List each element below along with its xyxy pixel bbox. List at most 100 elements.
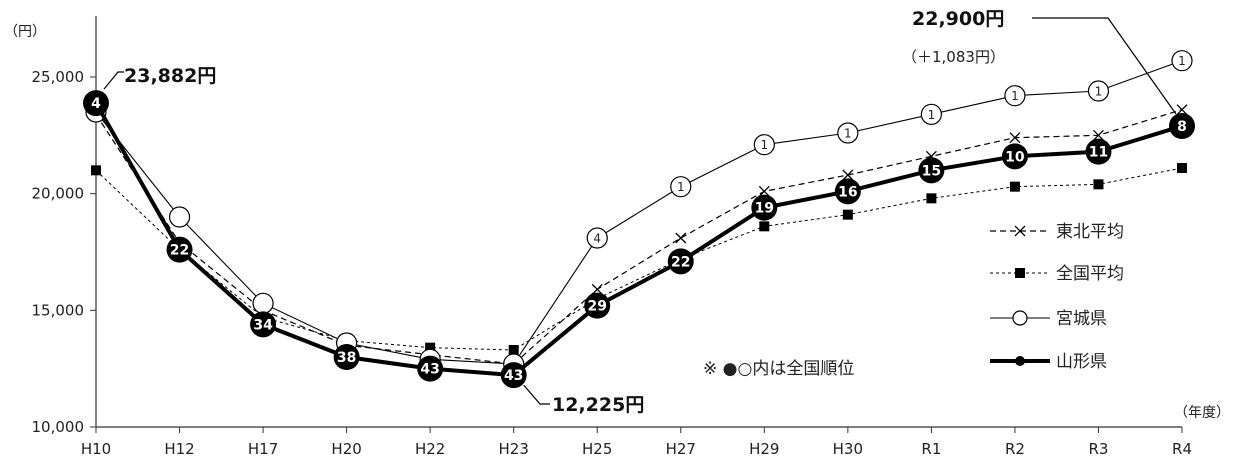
rank-label: 11 (1089, 145, 1108, 161)
legend-item: 全国平均 (990, 264, 1124, 284)
legend-item: 宮城県 (990, 309, 1107, 329)
data-point-open-circle (670, 176, 692, 198)
data-point-x (842, 169, 854, 181)
x-tick-label: H27 (666, 440, 696, 458)
x-tick-label: R3 (1088, 440, 1108, 458)
data-point-open-circle (252, 292, 274, 314)
series-line (95, 60, 1183, 365)
legend-label: 全国平均 (1056, 264, 1124, 284)
x-tick-label: H17 (248, 440, 278, 458)
y-tick-label: 25,000 (32, 68, 85, 86)
data-point-filled-circle (83, 90, 109, 117)
data-point-square (759, 221, 770, 232)
data-point-open-circle (753, 134, 775, 156)
data-point-open-circle (837, 122, 859, 144)
rank-label: 1 (1095, 85, 1103, 99)
data-point-square (508, 345, 519, 355)
y-tick-label: 10,000 (32, 418, 85, 436)
y-tick-label: 20,000 (32, 185, 85, 203)
rank-label: 16 (838, 184, 857, 200)
x-tick-label: H10 (81, 440, 111, 458)
rank-label: 8 (1177, 119, 1187, 135)
data-point-filled-circle (500, 362, 527, 389)
series-line (95, 167, 1183, 351)
rank-label: 38 (337, 350, 356, 366)
data-point-filled-circle (918, 157, 945, 184)
rank-label: 4 (593, 232, 601, 246)
data-point-filled-circle (834, 178, 861, 205)
legend-filled-circle-marker (1015, 356, 1025, 366)
rank-label: 1 (844, 127, 852, 141)
data-point-filled-circle (1169, 113, 1195, 139)
x-ticks: H10 H12 H17 H20 H22 H23 H25 H27 H29 H30 R1 R2 R3 R4 (81, 427, 1192, 458)
rank-label: 22 (170, 243, 189, 259)
data-point-filled-circle (667, 248, 694, 275)
x-tick-label: H29 (749, 440, 779, 458)
data-point-open-circle (1087, 80, 1110, 102)
legend-square-marker (1015, 268, 1025, 278)
data-point-square (1177, 163, 1187, 173)
data-point-open-circle (920, 103, 942, 125)
data-point-x (1093, 129, 1104, 141)
series-line (95, 109, 1183, 365)
data-point-filled-circle (1001, 143, 1028, 170)
rank-label: 43 (504, 368, 523, 384)
data-point-filled-circle (250, 311, 277, 338)
legend-label: 山形県 (1056, 352, 1107, 372)
data-point-filled-circle (333, 344, 360, 370)
x-tick-label: R4 (1172, 440, 1192, 458)
x-tick-label: H12 (164, 440, 194, 458)
start-leader-line (103, 71, 124, 90)
legend-x-marker (1014, 225, 1026, 237)
data-point-square (1093, 179, 1104, 190)
axes (95, 16, 1182, 428)
legend-item: 東北平均 (990, 222, 1124, 242)
end-diff-annotation: （＋1,083円） (902, 48, 1005, 66)
data-point-square (1009, 181, 1020, 192)
legend-open-circle-marker (1012, 310, 1028, 326)
rank-label: 4 (91, 96, 101, 112)
rank-label: 1 (928, 108, 936, 122)
min-leader-line (523, 384, 550, 405)
data-point-open-circle (586, 227, 608, 249)
x-tick-label: R2 (1005, 440, 1025, 458)
rank-label: 19 (755, 201, 774, 217)
y-tick-label: 15,000 (32, 301, 85, 319)
start-value-annotation: 23,882円 (124, 65, 216, 87)
x-tick-label: H22 (415, 440, 445, 458)
data-point-filled-circle (751, 194, 778, 221)
x-tick-label: H25 (582, 440, 612, 458)
rank-label: 15 (922, 163, 941, 179)
legend-label: 宮城県 (1056, 309, 1107, 329)
data-point-x (675, 232, 687, 244)
data-point-open-circle (168, 206, 191, 228)
data-point-x (1009, 132, 1021, 144)
rank-label: 43 (420, 362, 439, 378)
min-value-annotation: 12,225円 (552, 394, 644, 416)
data-point-x (1176, 104, 1188, 116)
rank-label: 29 (587, 299, 606, 315)
legend-item: 山形県 (990, 352, 1107, 372)
data-point-square (425, 342, 436, 353)
data-point-x (591, 283, 603, 295)
x-tick-label: H20 (331, 440, 361, 458)
data-point-open-circle (1171, 50, 1193, 72)
rank-label: 34 (253, 317, 273, 333)
series-line (94, 102, 1183, 378)
y-unit-label: （円） (4, 24, 46, 40)
rank-note: ※ ●○内は全国順位 (703, 359, 854, 379)
data-point-x (758, 185, 770, 197)
x-tick-label: R1 (921, 440, 941, 458)
rank-label: 10 (1005, 149, 1025, 165)
data-point-filled-circle (584, 292, 611, 319)
rank-label: 1 (1011, 89, 1019, 103)
rank-label: 1 (677, 180, 685, 194)
legend-label: 東北平均 (1056, 222, 1124, 242)
x-tick-label: H23 (499, 440, 529, 458)
data-point-open-circle (1004, 85, 1026, 107)
end-value-annotation: 22,900円 (912, 8, 1004, 30)
